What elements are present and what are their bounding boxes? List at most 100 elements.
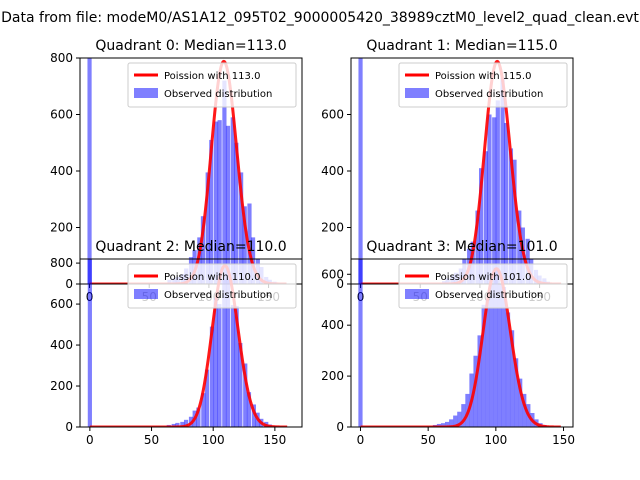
y-tick-label: 600 <box>50 297 73 311</box>
y-tick-label: 600 <box>321 108 344 122</box>
x-tick-label: 50 <box>421 433 436 447</box>
x-tick-label: 150 <box>263 433 286 447</box>
y-tick-label: 600 <box>50 108 73 122</box>
histogram-bar <box>522 393 527 427</box>
figure-suptitle: Data from file: modeM0/AS1A12_095T02_900… <box>1 10 639 26</box>
x-tick-label: 0 <box>86 433 94 447</box>
histogram-bar <box>477 335 482 427</box>
histogram-bar <box>225 279 231 427</box>
y-tick-label: 0 <box>65 277 73 291</box>
histogram-bar <box>230 305 236 427</box>
histogram-bar <box>222 80 227 284</box>
histogram-bar <box>183 419 189 427</box>
histogram-bar <box>505 312 511 427</box>
histogram-bar <box>234 142 239 284</box>
subplot-title: Quadrant 0: Median=113.0 <box>95 38 286 54</box>
histogram-bar <box>500 77 505 284</box>
histogram-bar <box>217 304 222 427</box>
histogram-bar <box>449 419 454 427</box>
histogram-bar <box>87 58 92 284</box>
legend-bar-swatch <box>405 289 429 299</box>
legend-label-observed: Observed distribution <box>435 290 543 301</box>
histogram-bar <box>514 358 519 427</box>
poisson-line <box>88 264 289 427</box>
histogram-bar <box>509 330 515 427</box>
legend-box <box>398 62 568 108</box>
legend-label-observed: Observed distribution <box>435 89 543 100</box>
poisson-line <box>359 267 562 427</box>
histogram-bar <box>180 421 185 427</box>
histogram-bar <box>87 259 92 427</box>
legend-bar-swatch <box>405 88 429 98</box>
x-tick-label: 100 <box>484 433 507 447</box>
x-tick-label: 50 <box>144 433 159 447</box>
y-tick-label: 800 <box>50 256 73 270</box>
histogram-bar <box>213 297 218 427</box>
y-tick-label: 0 <box>336 277 344 291</box>
histogram-bar <box>436 423 442 427</box>
legend: Poission with 113.0 Observed distribution <box>127 62 297 108</box>
histogram-bar <box>358 58 363 284</box>
x-tick-label: 100 <box>202 433 225 447</box>
y-tick-label: 400 <box>321 318 344 332</box>
legend-label-poisson: Poission with 115.0 <box>435 71 531 82</box>
histogram-bar <box>205 172 210 284</box>
histogram-bar <box>217 120 222 284</box>
x-tick-label: 0 <box>357 433 365 447</box>
histogram-bar <box>483 151 488 284</box>
histogram-bar <box>234 306 239 427</box>
y-tick-label: 400 <box>321 164 344 178</box>
subplot-quadrant-3: Quadrant 3: Median=101.0 0 50 100 150 0 200 40… <box>321 239 575 447</box>
histogram-bar <box>201 393 206 427</box>
histogram-bar <box>230 117 235 284</box>
histogram-bar <box>209 326 215 427</box>
histogram-bar <box>479 168 484 284</box>
histogram-bar <box>358 259 363 427</box>
histogram-bar <box>487 114 492 284</box>
histogram-bar <box>518 378 523 427</box>
histogram-bar <box>517 210 522 284</box>
subplot-quadrant-2: Quadrant 2: Median=110.0 0 50 100 150 0 200 40… <box>50 239 303 447</box>
histogram-bar <box>501 287 507 427</box>
y-tick-label: 200 <box>321 221 344 235</box>
histogram-bar <box>473 355 478 427</box>
histogram-bar <box>209 139 214 284</box>
axes-frame <box>350 258 574 428</box>
legend-label-poisson: Poission with 113.0 <box>164 71 260 82</box>
plot-area <box>358 259 562 427</box>
histogram-bar <box>495 100 500 284</box>
x-tick-label: 150 <box>552 433 575 447</box>
y-tick-label: 0 <box>336 420 344 434</box>
y-tick-label: 200 <box>321 369 344 383</box>
subplot-title: Quadrant 1: Median=115.0 <box>366 38 557 54</box>
histogram-bar <box>197 237 202 284</box>
histogram-bar <box>247 203 252 284</box>
histogram-bar <box>204 369 210 427</box>
histogram-bar <box>251 404 256 427</box>
histogram-bar <box>525 238 530 284</box>
y-tick-label: 400 <box>50 338 73 352</box>
subplot-title: Quadrant 3: Median=101.0 <box>366 239 557 255</box>
legend: Poission with 115.0 Observed distribution <box>398 62 568 108</box>
y-tick-label: 200 <box>50 379 73 393</box>
histogram-bar <box>481 304 486 427</box>
histogram-bar <box>508 148 514 284</box>
histogram-bar <box>171 423 176 427</box>
histogram-bar <box>200 216 206 284</box>
histogram-bar <box>489 284 494 427</box>
histogram-bar <box>457 411 462 427</box>
histogram-bar <box>175 422 180 427</box>
histogram-bar <box>492 117 497 284</box>
legend-label-poisson: Poission with 110.0 <box>164 272 260 283</box>
histogram-bar <box>213 121 219 284</box>
legend-box <box>398 263 568 309</box>
subplot-title: Quadrant 2: Median=110.0 <box>95 239 286 255</box>
plot-area <box>87 259 289 427</box>
legend-box <box>127 263 297 309</box>
histogram-bar <box>453 415 458 427</box>
histogram-bar <box>470 241 475 284</box>
histogram-bar <box>504 122 509 284</box>
legend: Poission with 110.0 Observed distribution <box>127 263 297 309</box>
legend-box <box>127 62 297 108</box>
